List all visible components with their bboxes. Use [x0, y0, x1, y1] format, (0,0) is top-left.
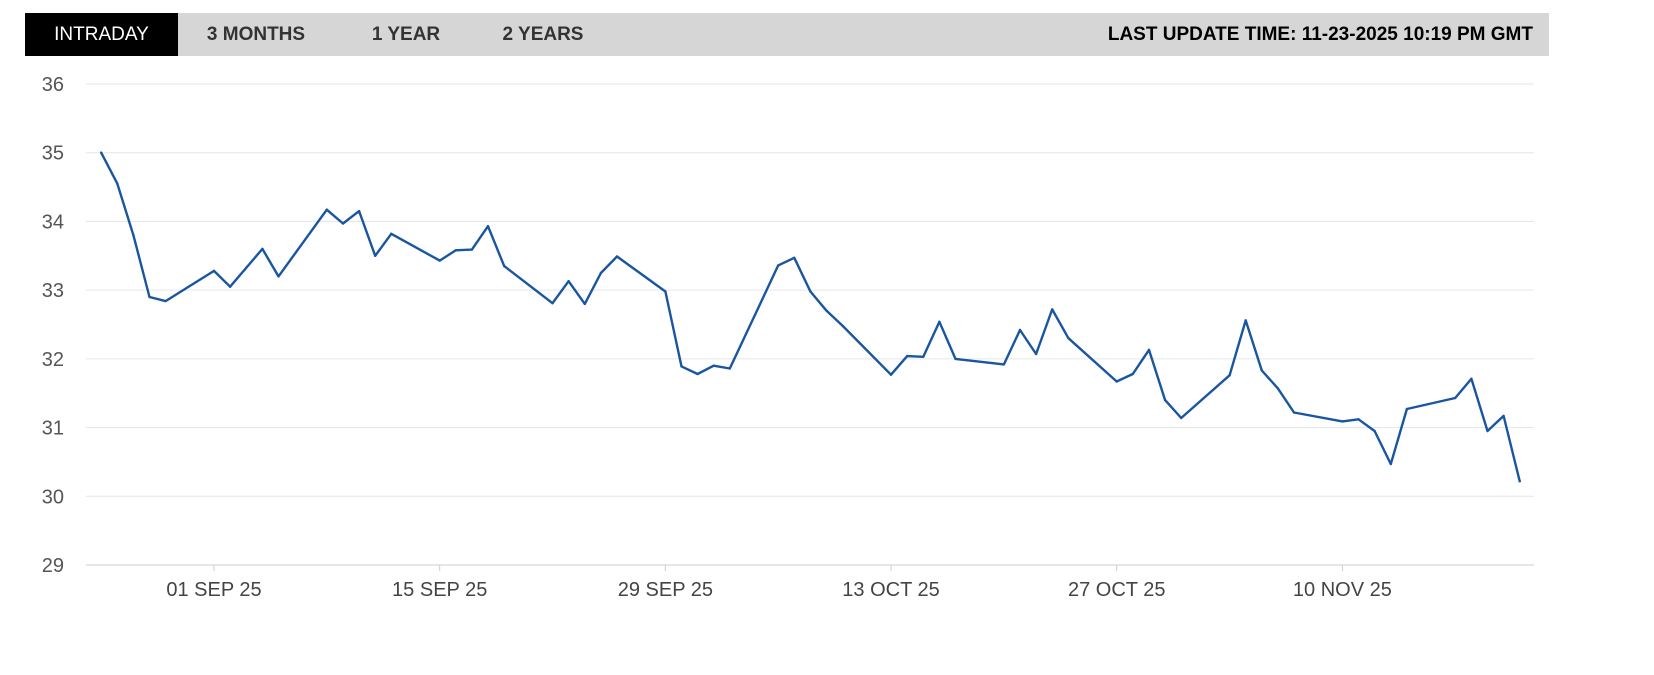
data-point: [132, 234, 135, 237]
data-point: [438, 259, 441, 262]
x-tick-label: 27 OCT 25: [1068, 579, 1165, 601]
data-point: [906, 354, 909, 358]
y-axis: 29 30 31 32 33 34 35 36: [42, 74, 64, 577]
data-point: [551, 302, 554, 305]
data-point: [100, 151, 103, 154]
tab-3-months[interactable]: 3 MONTHS: [206, 24, 306, 45]
y-tick-label: 31: [42, 418, 64, 440]
data-point: [357, 209, 361, 213]
data-point: [1034, 352, 1038, 356]
data-point: [341, 222, 345, 225]
data-point: [1067, 337, 1070, 340]
data-point: [1341, 420, 1344, 423]
data-point: [841, 324, 844, 328]
data-point: [164, 299, 167, 303]
data-point: [1292, 411, 1296, 414]
data-point: [390, 232, 393, 235]
data-point: [1405, 407, 1409, 411]
data-point: [954, 357, 957, 361]
y-tick-label: 29: [42, 555, 64, 577]
data-point: [1228, 374, 1231, 377]
data-point: [889, 373, 893, 376]
data-point: [1147, 348, 1151, 352]
x-tick-label: 01 SEP 25: [166, 579, 261, 601]
data-point: [696, 372, 699, 376]
data-point: [1486, 429, 1489, 433]
data-point: [1051, 308, 1054, 311]
data-point: [1502, 414, 1505, 418]
data-point: [212, 269, 216, 273]
data-point: [728, 367, 731, 370]
data-point: [793, 256, 796, 259]
data-point: [374, 254, 377, 257]
data-point: [922, 355, 925, 358]
price-series-line: [99, 151, 1521, 483]
data-point: [1276, 387, 1280, 390]
data-point: [680, 365, 683, 368]
data-point: [1357, 418, 1360, 421]
data-point: [583, 302, 586, 306]
data-point: [1518, 480, 1521, 483]
data-point: [277, 275, 280, 278]
data-point: [470, 248, 474, 251]
data-point: [1018, 328, 1022, 332]
tab-intraday[interactable]: INTRADAY: [25, 13, 178, 56]
y-tick-label: 34: [42, 211, 64, 233]
tab-2-years[interactable]: 2 YEARS: [502, 24, 584, 45]
data-point: [261, 247, 264, 251]
y-tick-label: 30: [42, 486, 64, 508]
data-point: [503, 264, 506, 268]
data-point: [809, 290, 812, 293]
tab-1-year[interactable]: 1 YEAR: [371, 24, 441, 45]
x-tick-label: 10 NOV 25: [1293, 579, 1392, 601]
data-point: [567, 280, 570, 283]
data-point: [116, 182, 119, 185]
data-point: [1454, 396, 1457, 400]
x-tick-label: 15 SEP 25: [392, 579, 487, 601]
grid-lines: [86, 83, 1534, 566]
y-tick-label: 36: [42, 74, 64, 96]
data-point: [1180, 416, 1183, 420]
plot-area: [99, 151, 1521, 483]
y-tick-label: 32: [42, 349, 64, 371]
data-point: [1002, 363, 1006, 366]
data-point: [615, 255, 619, 258]
data-point: [1373, 429, 1376, 433]
x-tick-label: 29 SEP 25: [618, 579, 713, 601]
data-point: [664, 290, 667, 293]
y-tick-label: 35: [42, 143, 64, 165]
data-point: [454, 249, 457, 252]
data-point: [1163, 398, 1167, 402]
data-point: [1131, 372, 1135, 376]
data-point: [825, 309, 828, 312]
data-point: [1260, 369, 1264, 372]
x-tick-label: 13 OCT 25: [842, 579, 939, 601]
data-point: [1389, 462, 1393, 466]
data-point: [325, 208, 328, 211]
data-point: [148, 295, 151, 299]
y-tick-label: 33: [42, 280, 64, 302]
data-point: [777, 264, 780, 267]
data-point: [486, 225, 490, 228]
data-point: [599, 271, 603, 275]
data-point: [938, 320, 941, 323]
x-axis: 01 SEP 25 15 SEP 25 29 SEP 25 13 OCT 25 27 O…: [166, 565, 1392, 601]
data-point: [1244, 319, 1247, 322]
range-toolbar: INTRADAY 3 MONTHS 1 YEAR 2 YEARS LAST UP…: [25, 13, 1549, 56]
data-point: [1470, 377, 1473, 380]
last-update-time: LAST UPDATE TIME: 11-23-2025 10:19 PM GM…: [1107, 24, 1533, 45]
data-point: [228, 285, 232, 288]
data-point: [712, 364, 715, 367]
data-point: [1115, 380, 1118, 383]
